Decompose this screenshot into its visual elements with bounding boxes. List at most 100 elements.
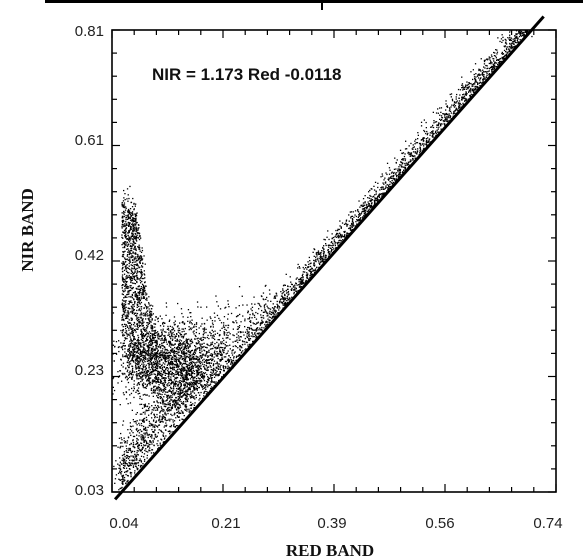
scatter-point [370,195,372,198]
scatter-point [198,346,201,349]
scatter-point [147,434,149,436]
scatter-point [148,395,150,397]
scatter-point [219,350,222,352]
scatter-point [125,241,127,243]
scatter-point [227,318,229,320]
scatter-point [128,222,130,224]
scatter-point [453,111,455,113]
scatter-point [126,312,128,314]
scatter-point [466,86,468,88]
scatter-point [180,357,182,359]
scatter-point [416,142,419,144]
scatter-point [125,386,127,388]
scatter-point [153,334,155,336]
scatter-point [174,320,176,322]
scatter-point [157,350,159,352]
scatter-point [235,355,238,357]
scatter-point [170,330,172,333]
scatter-point [371,205,373,208]
scatter-point [409,161,411,163]
scatter-point [196,382,198,384]
scatter-point [456,108,458,110]
scatter-point [314,248,316,251]
scatter-point [334,241,336,243]
scatter-point [182,362,185,365]
scatter-point [177,416,179,418]
scatter-point [240,321,242,323]
scatter-point [184,352,186,355]
scatter-point [129,346,131,348]
scatter-point [201,343,203,345]
scatter-point [161,333,163,335]
scatter-point [376,198,378,200]
scatter-point [197,358,199,361]
scatter-point [431,136,434,138]
scatter-point [404,148,407,150]
scatter-point [162,373,164,376]
scatter-point [191,327,193,329]
scatter-point [144,386,147,388]
scatter-point [154,373,156,376]
scatter-point [186,408,188,410]
scatter-point [173,330,176,332]
scatter-point [394,157,396,159]
scatter-point [195,362,197,364]
scatter-point [149,440,151,442]
scatter-point [516,36,518,38]
scatter-point [471,84,473,86]
scatter-point [182,391,184,394]
scatter-point [283,300,285,302]
scatter-point [239,336,241,338]
scatter-point [129,301,132,303]
scatter-point [160,365,163,367]
scatter-point [431,131,433,133]
scatter-point [472,83,474,85]
scatter-point [143,460,146,462]
scatter-point [236,315,239,317]
scatter-point [141,322,143,324]
scatter-point [166,364,169,366]
scatter-point [219,346,222,349]
scatter-point [136,375,138,377]
scatter-point [132,218,134,220]
scatter-point [139,303,141,305]
scatter-point [175,408,178,410]
scatter-point [329,244,331,246]
scatter-point [260,316,262,319]
scatter-point [335,236,338,238]
scatter-point [183,355,185,357]
scatter-point [122,474,125,476]
scatter-point [193,357,195,360]
scatter-point [457,88,460,91]
scatter-point [133,259,135,261]
scatter-point [140,346,142,348]
scatter-point [183,322,186,324]
scatter-point [125,285,127,287]
scatter-point [158,372,161,374]
scatter-point [181,343,183,345]
scatter-point [206,373,208,376]
scatter-point [276,303,278,305]
scatter-point [165,338,167,340]
scatter-point [125,440,127,443]
scatter-point [124,290,126,292]
scatter-point [359,218,361,220]
scatter-point [477,83,479,85]
scatter-point [480,77,482,79]
scatter-point [497,63,499,66]
scatter-point [403,166,406,168]
scatter-point [124,323,126,325]
scatter-point [187,372,189,374]
scatter-point [407,164,409,166]
scatter-point [138,373,140,375]
scatter-point [493,51,495,54]
scatter-point [179,332,181,334]
scatter-point [349,229,352,231]
scatter-point [196,301,199,303]
scatter-point [176,363,178,365]
scatter-point [199,366,201,368]
scatter-point [210,386,213,388]
scatter-point [416,150,419,152]
scatter-point [144,375,147,377]
scatter-point [251,332,253,334]
